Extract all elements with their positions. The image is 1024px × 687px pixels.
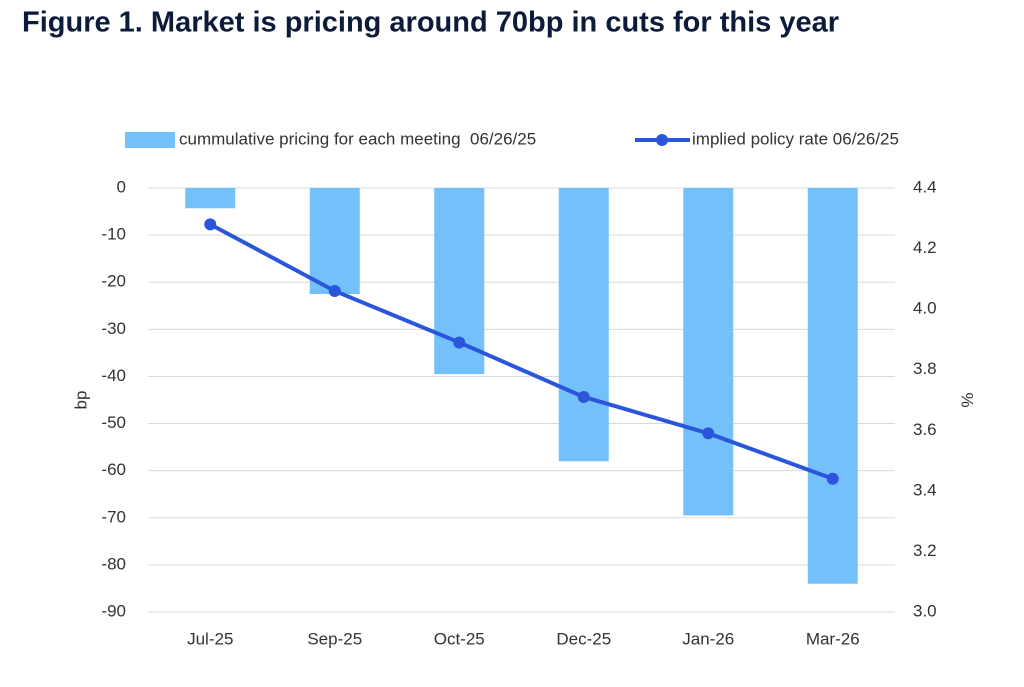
x-tick-label: Mar-26 [806, 629, 860, 648]
y-tick-label: -70 [101, 507, 126, 526]
x-tick-label: Sep-25 [307, 629, 362, 648]
y-tick-label: -60 [101, 460, 126, 479]
y-tick-label: -10 [101, 225, 126, 244]
y2-tick-label: 4.2 [913, 238, 937, 257]
y2-tick-label: 3.0 [913, 601, 937, 620]
y2-tick-label: 3.8 [913, 359, 937, 378]
legend-swatch [125, 132, 175, 148]
bar [683, 188, 734, 516]
y2-tick-label: 3.2 [913, 541, 937, 560]
bar [558, 188, 609, 462]
y-tick-label: -80 [101, 554, 126, 573]
x-tick-label: Oct-25 [434, 629, 485, 648]
y2-tick-label: 4.0 [913, 299, 937, 318]
y-tick-label: -50 [101, 413, 126, 432]
line-point [702, 427, 715, 440]
y-tick-label: 0 [117, 177, 126, 196]
y2-tick-label: 3.6 [913, 420, 937, 439]
legend-label: implied policy rate 06/26/25 [692, 129, 899, 148]
x-tick-label: Jul-25 [187, 629, 233, 648]
chart-title: Figure 1. Market is pricing around 70bp … [22, 7, 839, 39]
legend-swatch [656, 134, 668, 146]
legend-label: cummulative pricing for each meeting 06/… [179, 129, 536, 148]
line-point [577, 390, 590, 403]
x-tick-label: Jan-26 [682, 629, 734, 648]
line [209, 222, 834, 481]
y-tick-label: -40 [101, 366, 126, 385]
y2-axis-label: % [958, 392, 977, 407]
bar [309, 188, 360, 294]
bar [807, 188, 858, 584]
bar [185, 188, 236, 209]
y-tick-label: -90 [101, 601, 126, 620]
y-tick-label: -20 [101, 272, 126, 291]
line-point [328, 284, 341, 297]
y-tick-label: -30 [101, 319, 126, 338]
y-axis-label: bp [71, 391, 90, 410]
y2-tick-label: 4.4 [913, 177, 937, 196]
line-point [453, 336, 466, 349]
y2-tick-label: 3.4 [913, 480, 937, 499]
x-tick-label: Dec-25 [556, 629, 611, 648]
line-point [204, 218, 217, 231]
line-point [826, 472, 839, 485]
